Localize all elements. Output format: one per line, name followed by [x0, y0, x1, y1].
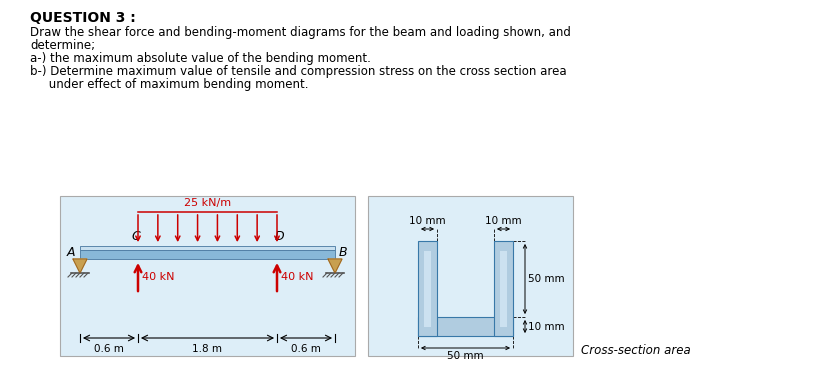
Text: 25 kN/m: 25 kN/m [184, 198, 231, 208]
Text: QUESTION 3 :: QUESTION 3 : [30, 11, 136, 25]
Text: 10 mm: 10 mm [528, 321, 564, 332]
Bar [80, 246, 335, 250]
Text: D: D [274, 230, 284, 243]
Text: Draw the shear force and bending-moment diagrams for the beam and loading shown,: Draw the shear force and bending-moment … [30, 26, 570, 39]
Bar [418, 317, 513, 336]
Text: 50 mm: 50 mm [447, 351, 483, 361]
Text: 10 mm: 10 mm [485, 216, 521, 226]
Bar [423, 250, 431, 326]
Text: 0.6 m: 0.6 m [94, 344, 124, 354]
Text: Cross-section area: Cross-section area [581, 344, 690, 357]
Bar [500, 250, 507, 326]
Text: determine;: determine; [30, 39, 95, 52]
Bar [418, 241, 437, 336]
Text: 0.6 m: 0.6 m [291, 344, 321, 354]
Text: 40 kN: 40 kN [141, 272, 174, 282]
Bar [494, 241, 513, 336]
Text: 1.8 m: 1.8 m [192, 344, 222, 354]
Polygon shape [327, 259, 342, 273]
Text: under effect of maximum bending moment.: under effect of maximum bending moment. [30, 78, 308, 91]
Text: A: A [66, 246, 75, 259]
Text: 10 mm: 10 mm [409, 216, 445, 226]
Text: a-) the maximum absolute value of the bending moment.: a-) the maximum absolute value of the be… [30, 52, 370, 65]
Text: b-) Determine maximum value of tensile and compression stress on the cross secti: b-) Determine maximum value of tensile a… [30, 65, 566, 78]
Bar [60, 196, 355, 356]
Text: C: C [131, 230, 141, 243]
Text: 50 mm: 50 mm [528, 274, 564, 284]
Text: B: B [338, 246, 347, 259]
Text: 40 kN: 40 kN [280, 272, 313, 282]
Bar [367, 196, 572, 356]
Bar [80, 250, 335, 259]
Polygon shape [73, 259, 87, 273]
